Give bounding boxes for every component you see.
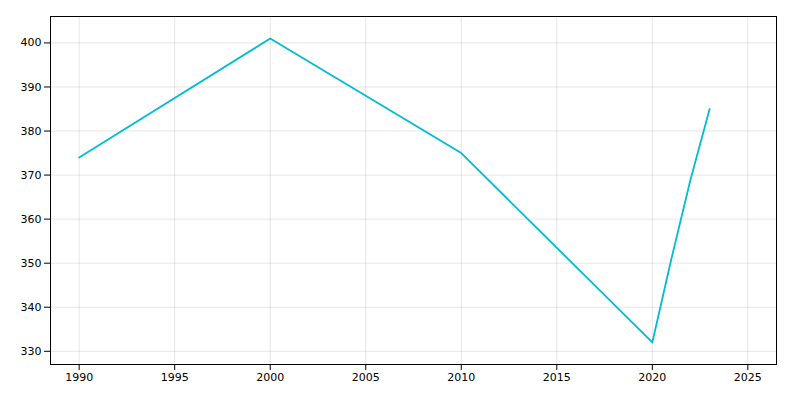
svg-text:2000: 2000 <box>256 371 284 384</box>
svg-text:1995: 1995 <box>161 371 189 384</box>
svg-text:380: 380 <box>21 125 42 138</box>
svg-text:2025: 2025 <box>734 371 762 384</box>
svg-text:330: 330 <box>21 345 42 358</box>
svg-text:350: 350 <box>21 257 42 270</box>
svg-text:2010: 2010 <box>447 371 475 384</box>
svg-text:2015: 2015 <box>543 371 571 384</box>
svg-text:2005: 2005 <box>352 371 380 384</box>
svg-text:340: 340 <box>21 301 42 314</box>
svg-text:400: 400 <box>21 36 42 49</box>
svg-text:370: 370 <box>21 169 42 182</box>
svg-text:2020: 2020 <box>638 371 666 384</box>
svg-text:360: 360 <box>21 213 42 226</box>
svg-text:1990: 1990 <box>65 371 93 384</box>
svg-text:390: 390 <box>21 81 42 94</box>
